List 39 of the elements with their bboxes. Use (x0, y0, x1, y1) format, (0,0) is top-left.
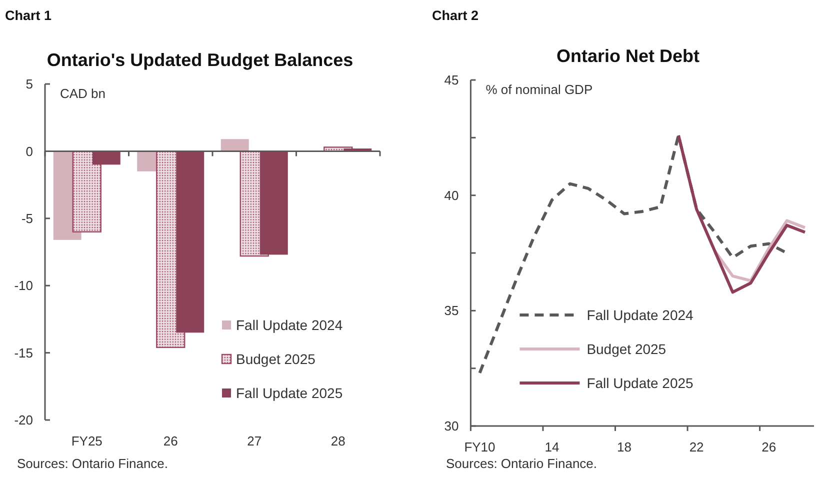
legend-label: Fall Update 2024 (586, 306, 694, 323)
y-axis-title: % of nominal GDP (486, 82, 593, 97)
y-tick-label: -5 (21, 210, 33, 226)
legend-label: Fall Update 2025 (586, 374, 694, 391)
y-tick-label: 30 (444, 418, 459, 434)
x-tick-label: 26 (163, 434, 178, 449)
x-tick-label: FY25 (71, 434, 102, 449)
bar (176, 151, 204, 333)
caption: Chart 2 (432, 8, 479, 23)
x-tick-label: 22 (689, 440, 704, 455)
y-tick-label: 0 (26, 144, 33, 159)
source-note: Sources: Ontario Finance. (446, 456, 598, 471)
y-tick-label: 40 (444, 188, 459, 203)
bar (220, 139, 249, 152)
legend-label: Budget 2025 (586, 340, 666, 357)
line-series (676, 134, 806, 294)
x-tick-label: 14 (544, 440, 560, 455)
bar (260, 151, 288, 255)
chart-title: Ontario Net Debt (556, 46, 700, 66)
y-tick-label: -15 (14, 345, 33, 360)
x-tick-label: 26 (762, 440, 776, 455)
x-tick-label: 27 (247, 434, 262, 449)
y-tick-label: 35 (444, 303, 459, 318)
source-note: Sources: Ontario Finance. (17, 456, 168, 471)
y-axis-title: CAD bn (60, 86, 106, 101)
chart-title: Ontario's Updated Budget Balances (46, 50, 354, 70)
legend-label: Budget 2025 (236, 350, 316, 367)
y-tick-label: 45 (444, 72, 459, 88)
bar (92, 151, 120, 165)
x-tick-label: FY10 (464, 440, 496, 455)
bar (72, 150, 102, 232)
y-tick-label: 5 (26, 76, 33, 92)
x-tick-label: 18 (617, 440, 632, 455)
legend-label: Fall Update 2024 (236, 316, 343, 333)
x-tick-label: 28 (330, 434, 346, 449)
caption: Chart 1 (5, 8, 52, 23)
y-tick-label: -20 (14, 412, 33, 428)
legend-label: Fall Update 2025 (236, 384, 343, 401)
y-tick-label: -10 (14, 278, 33, 294)
